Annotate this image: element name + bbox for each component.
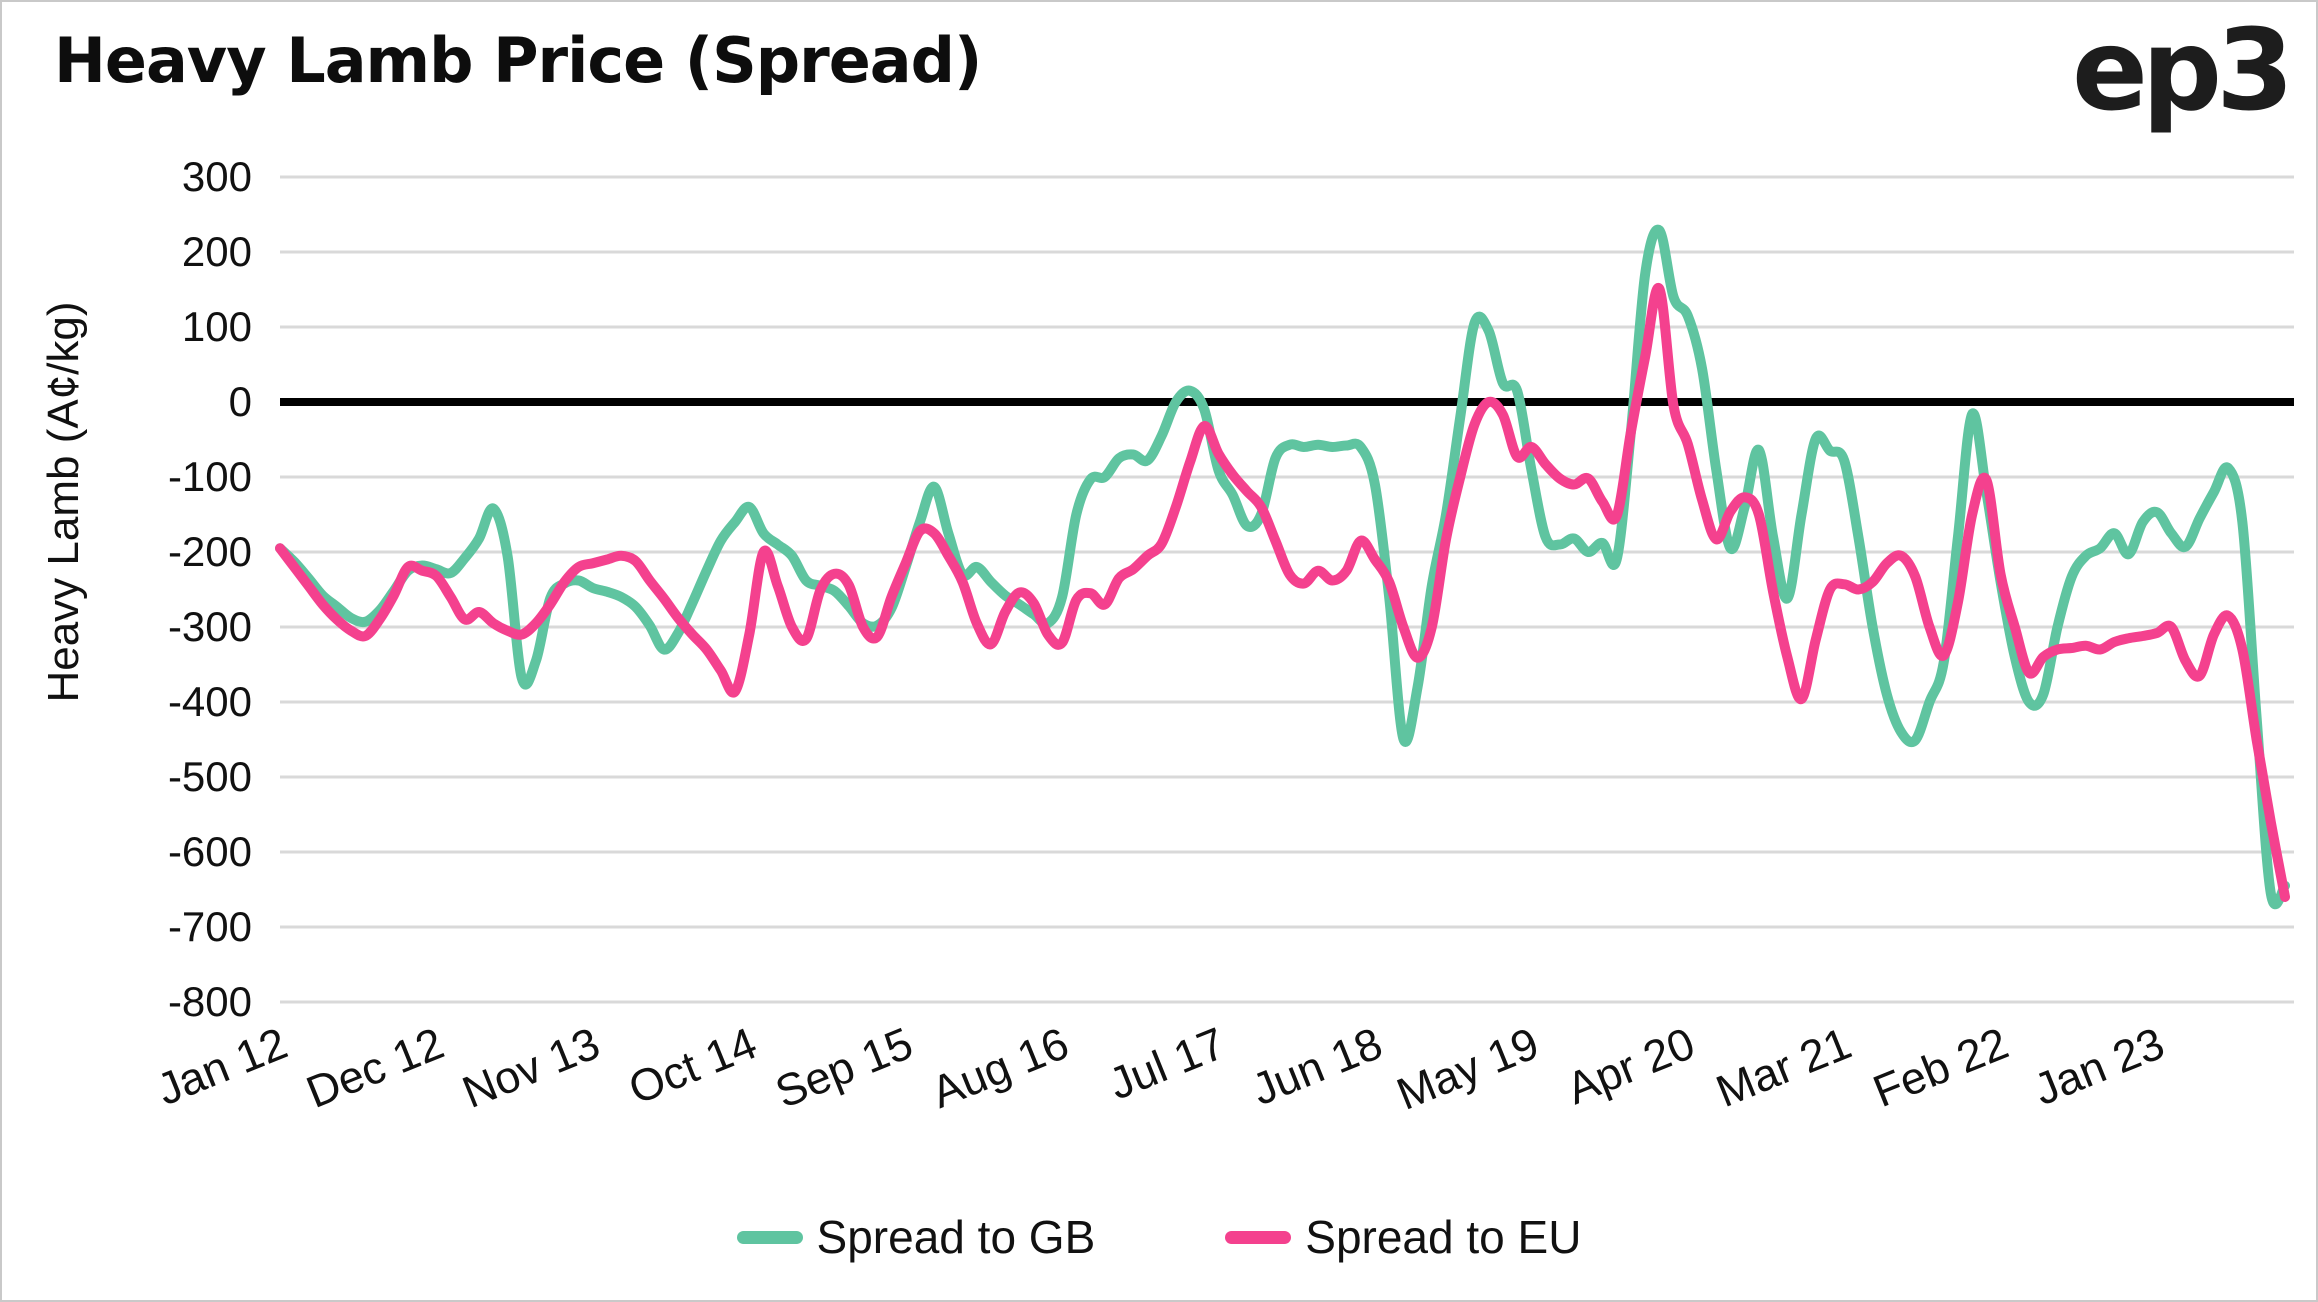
legend-label-eu: Spread to EU (1305, 1211, 1582, 1263)
ep3-logo: ep3 (2071, 6, 2294, 136)
y-tick-label: -600 (167, 828, 252, 875)
series-lines (275, 224, 2290, 910)
y-tick-label: -300 (167, 603, 252, 650)
gb-line-swatch (736, 1230, 803, 1244)
y-tick-label: -200 (167, 528, 252, 575)
y-tick-label: -500 (167, 753, 252, 800)
gridlines (280, 175, 2294, 1004)
y-tick-label: -700 (167, 903, 252, 950)
y-tick-label: 300 (181, 153, 252, 200)
y-tick-label: -800 (167, 978, 252, 1025)
y-tick-label: -100 (167, 453, 252, 500)
eu-line-swatch (1225, 1230, 1292, 1244)
spread-to-eu-line (275, 283, 2290, 902)
y-tick-label: -400 (167, 678, 252, 725)
y-tick-label: 100 (181, 303, 252, 350)
legend: Spread to GB Spread to EU (2, 1210, 2316, 1264)
legend-item-eu: Spread to EU (1225, 1210, 1581, 1264)
legend-label-gb: Spread to GB (816, 1211, 1096, 1263)
y-tick-label: 200 (181, 228, 252, 275)
spread-to-gb-line (275, 224, 2290, 910)
y-tick-label: 0 (228, 378, 252, 425)
legend-item-gb: Spread to GB (736, 1210, 1096, 1264)
chart-title: Heavy Lamb Price (Spread) (54, 24, 982, 97)
